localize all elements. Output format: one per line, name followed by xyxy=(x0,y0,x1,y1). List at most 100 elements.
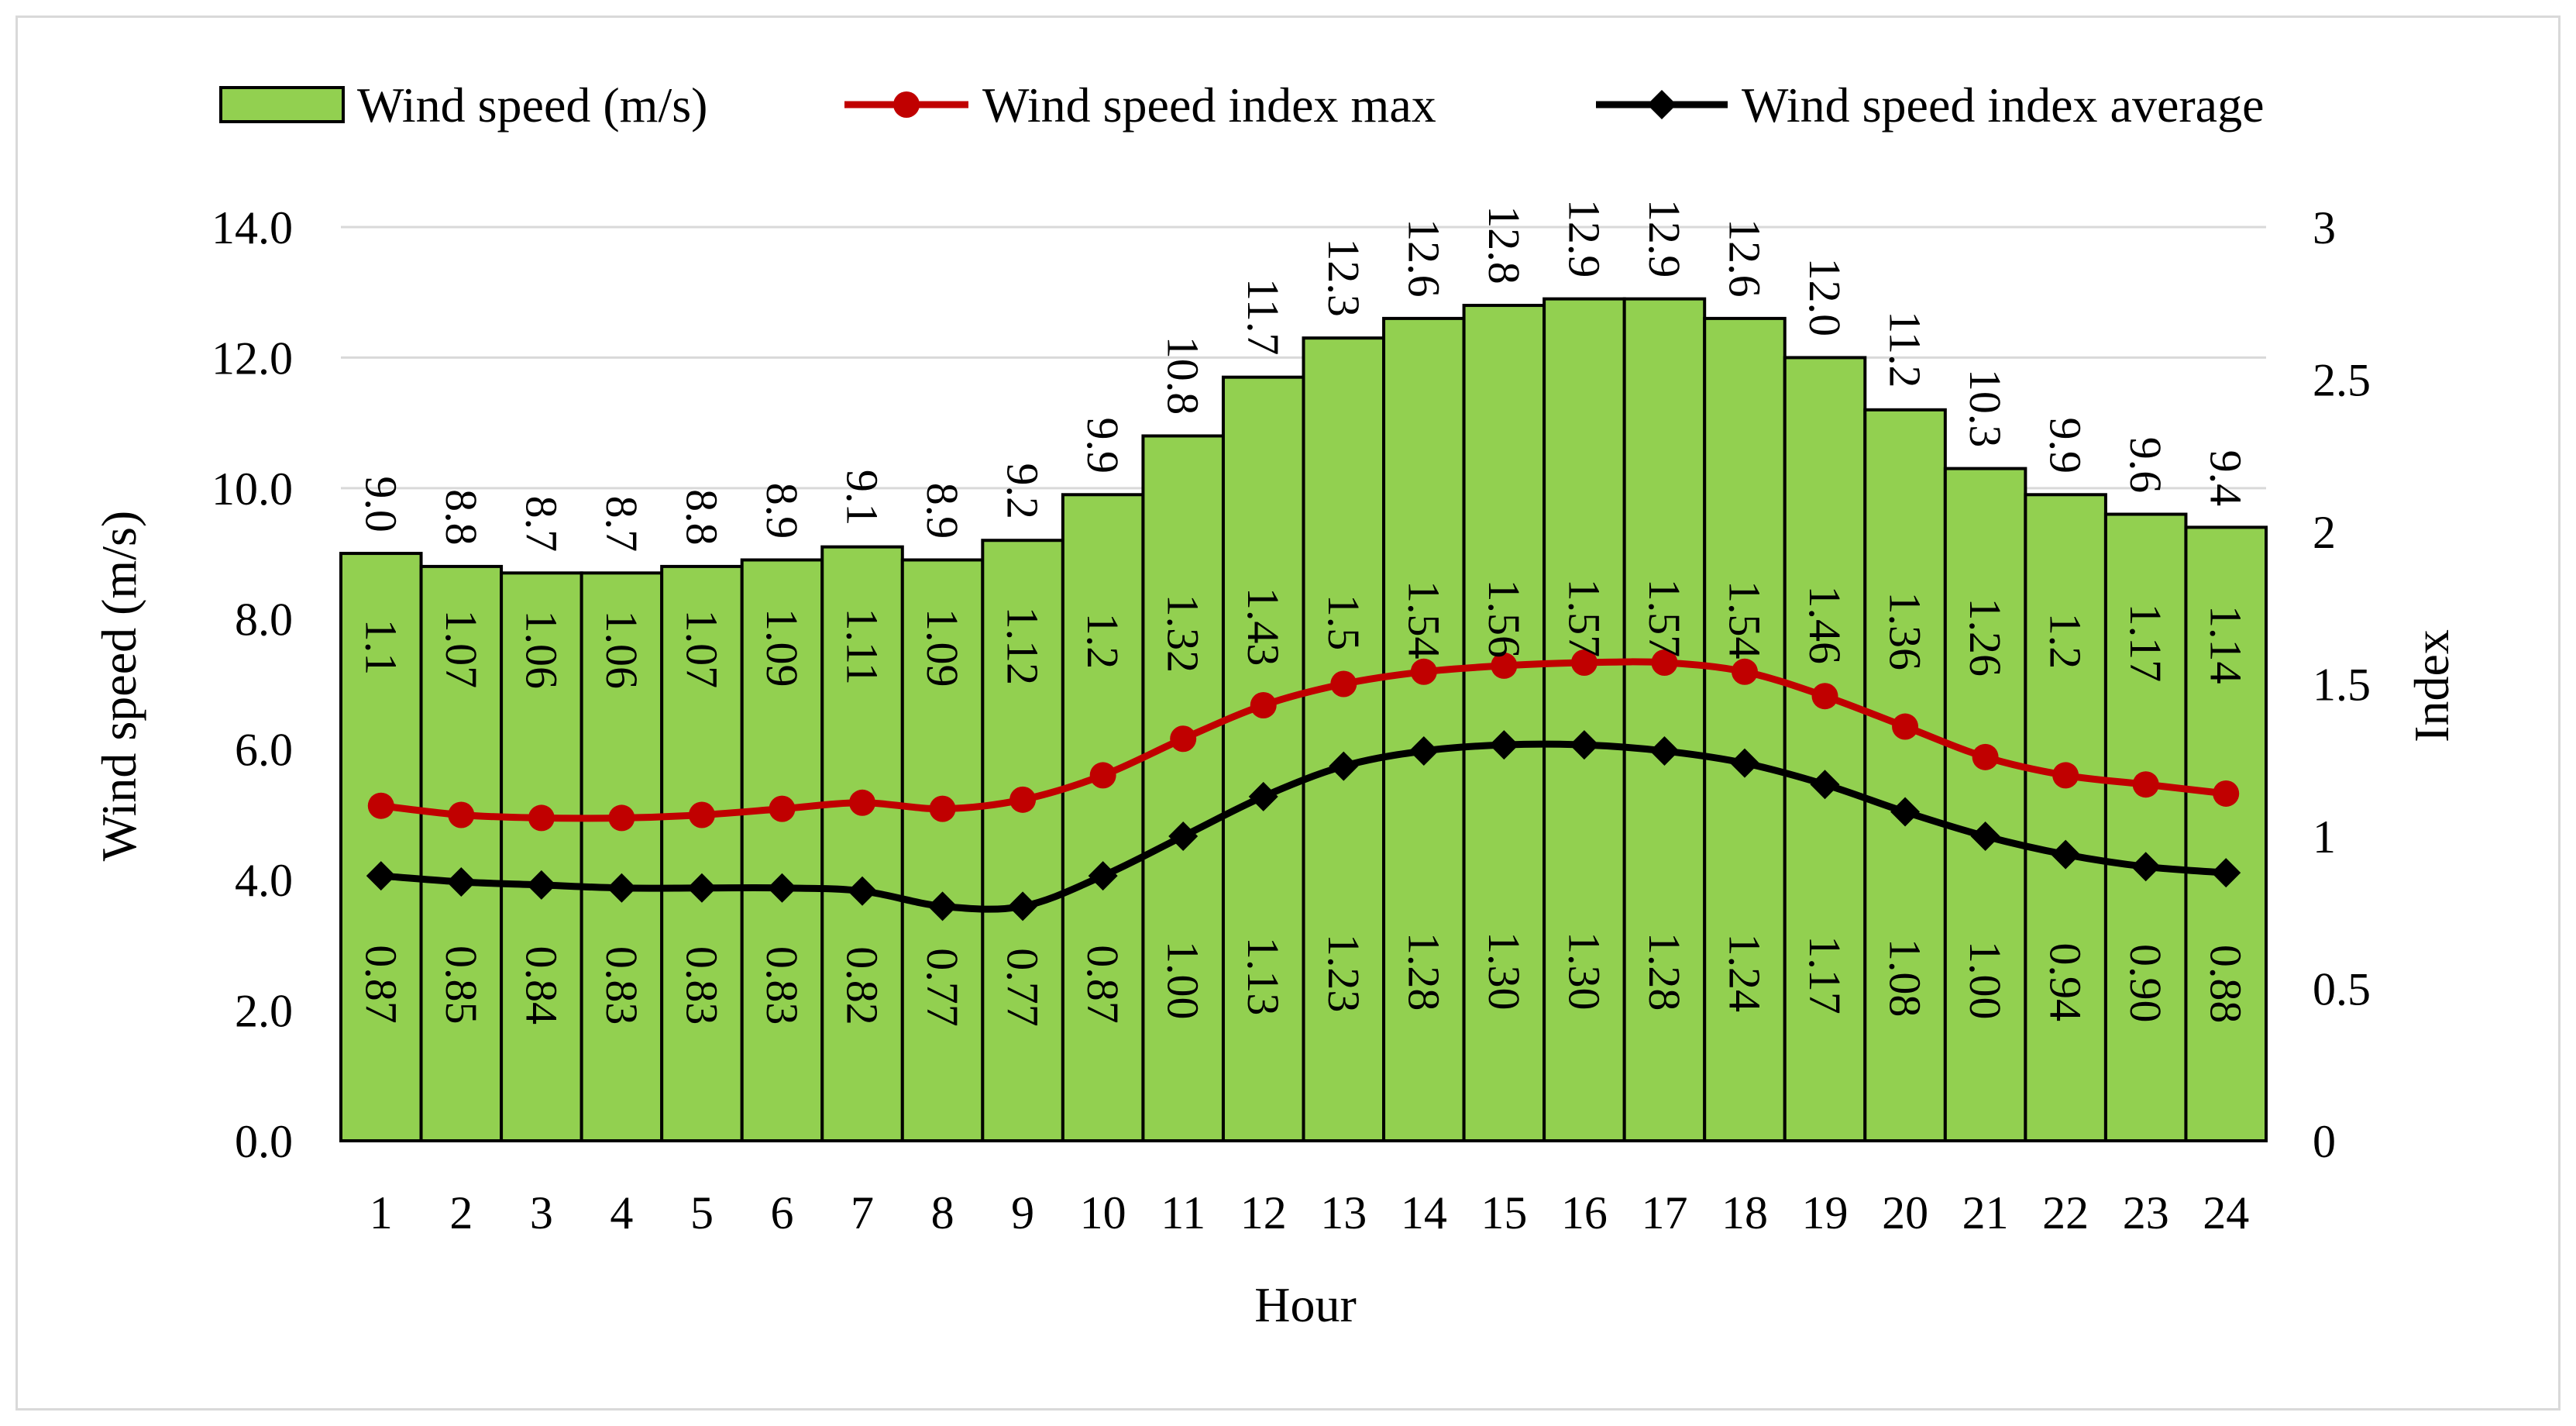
index-max-label: 1.54 xyxy=(1398,580,1449,660)
bar-value-label: 12.6 xyxy=(1719,219,1769,298)
index-max-label: 1.07 xyxy=(436,610,487,689)
index-average-label: 1.30 xyxy=(1479,932,1529,1011)
bar xyxy=(339,552,423,1142)
bar xyxy=(1382,316,1466,1142)
x-tick-label: 8 xyxy=(931,1187,954,1238)
bar xyxy=(1462,304,1546,1142)
marker-index-average xyxy=(1649,735,1680,766)
axis-layer: 0.0 2.0 4.0 6.0 8.0 10.0 12.0 14.0 0 0.5 1 1.5 2 2.5 3… xyxy=(212,202,2371,1238)
marker-index-max xyxy=(1009,786,1037,813)
x-tick-label: 2 xyxy=(449,1187,473,1238)
y-tick-label: 12.0 xyxy=(212,332,293,384)
index-average-label: 0.82 xyxy=(837,946,888,1025)
index-average-label: 0.85 xyxy=(436,946,487,1025)
index-max-label: 1.2 xyxy=(2041,613,2091,670)
bar xyxy=(660,564,744,1142)
y2-tick-label: 3 xyxy=(2313,202,2336,253)
x-tick-label: 7 xyxy=(851,1187,874,1238)
index-average-label: 1.08 xyxy=(1880,939,1931,1018)
marker-index-average xyxy=(686,873,717,903)
index-max-label: 1.46 xyxy=(1800,585,1850,664)
index-max-label: 1.2 xyxy=(1078,613,1128,670)
bar-value-label: 8.7 xyxy=(597,496,647,553)
y2-axis-title: Index xyxy=(2404,629,2459,742)
bar xyxy=(1622,297,1707,1142)
y2-tick-label: 2 xyxy=(2313,507,2336,558)
x-tick-label: 3 xyxy=(530,1187,553,1238)
legend-swatch-wind-speed xyxy=(219,86,345,123)
x-tick-label: 13 xyxy=(1320,1187,1367,1238)
bar-value-label: 12.9 xyxy=(1559,199,1609,278)
x-axis-title: Hour xyxy=(1254,1277,1357,1332)
bar xyxy=(1863,408,1947,1142)
index-max-label: 1.06 xyxy=(516,610,566,689)
index-average-label: 0.88 xyxy=(2201,945,2251,1024)
marker-index-max xyxy=(1651,649,1678,676)
marker-index-max xyxy=(1089,762,1116,789)
index-average-label: 0.84 xyxy=(516,946,566,1025)
bar-value-label: 9.9 xyxy=(2041,418,2091,474)
label-layer: 9.0 8.8 8.7 8.7 8.8 8.9 9.1 8.9 9.2 9.9 10.8 11.7 12… xyxy=(356,199,2251,1027)
index-max-label: 1.17 xyxy=(2120,604,2171,683)
x-tick-label: 16 xyxy=(1561,1187,1608,1238)
x-tick-label: 17 xyxy=(1641,1187,1687,1238)
x-tick-label: 23 xyxy=(2123,1187,2169,1238)
marker-index-max xyxy=(448,801,475,828)
marker-index-average xyxy=(607,873,637,903)
index-average-label: 0.87 xyxy=(356,945,406,1024)
y2-tick-label: 2.5 xyxy=(2313,355,2371,406)
marker-index-max xyxy=(1892,713,1919,740)
bar-value-label: 9.2 xyxy=(998,463,1048,519)
index-average-label: 1.23 xyxy=(1319,934,1369,1013)
bar xyxy=(1783,356,1867,1142)
bar-value-label: 12.3 xyxy=(1319,238,1369,317)
y-tick-label: 10.0 xyxy=(212,463,293,515)
y2-tick-label: 1.5 xyxy=(2313,660,2371,711)
marker-index-average xyxy=(1970,822,2000,851)
marker-index-average xyxy=(1810,770,1840,800)
legend: Wind speed (m/s) Wind speed index max Wind… xyxy=(219,78,2264,133)
bar xyxy=(1703,316,1787,1142)
bar xyxy=(1543,297,1626,1142)
y2-tick-label: 0.5 xyxy=(2313,964,2371,1015)
marker-index-max xyxy=(1170,725,1197,753)
marker-index-average xyxy=(1329,751,1359,781)
bar-value-label: 12.6 xyxy=(1398,219,1449,298)
marker-index-max xyxy=(2052,762,2079,789)
index-max-label: 1.09 xyxy=(757,608,807,687)
marker-index-max xyxy=(1410,658,1437,685)
bar-value-label: 12.8 xyxy=(1479,205,1529,284)
bar-value-label: 9.1 xyxy=(837,470,888,526)
y2-tick-label: 0 xyxy=(2313,1116,2336,1167)
index-average-label: 1.17 xyxy=(1800,935,1850,1014)
y-tick-label: 14.0 xyxy=(212,202,293,253)
index-max-label: 1.57 xyxy=(1559,579,1609,658)
marker-index-max xyxy=(367,792,394,819)
y-tick-label: 6.0 xyxy=(235,725,293,776)
marker-index-average xyxy=(1248,781,1278,811)
index-average-label: 1.28 xyxy=(1398,932,1449,1011)
index-average-label: 1.30 xyxy=(1559,932,1609,1011)
y2-tick-label: 1 xyxy=(2313,811,2336,863)
marker-index-average xyxy=(1489,730,1519,760)
marker-index-average xyxy=(848,876,878,906)
index-average-label: 0.83 xyxy=(757,946,807,1025)
marker-index-max xyxy=(849,789,876,816)
marker-index-max xyxy=(1330,670,1357,698)
bar-value-label: 10.3 xyxy=(1960,369,2010,448)
y-tick-label: 4.0 xyxy=(235,855,293,906)
index-max-label: 1.57 xyxy=(1639,579,1690,658)
line-layer xyxy=(366,649,2241,921)
marker-index-max xyxy=(929,795,956,822)
marker-index-average xyxy=(927,891,958,921)
bar-value-label: 8.9 xyxy=(917,483,968,539)
bar-value-label: 9.6 xyxy=(2120,437,2171,494)
legend-marker-index-max xyxy=(893,91,920,118)
index-max-label: 1.11 xyxy=(837,608,888,685)
legend-label: Wind speed (m/s) xyxy=(357,78,707,133)
marker-index-max xyxy=(528,804,555,832)
marker-index-max xyxy=(1972,743,1999,770)
marker-index-max xyxy=(1811,683,1838,710)
index-average-label: 1.00 xyxy=(1158,941,1209,1020)
